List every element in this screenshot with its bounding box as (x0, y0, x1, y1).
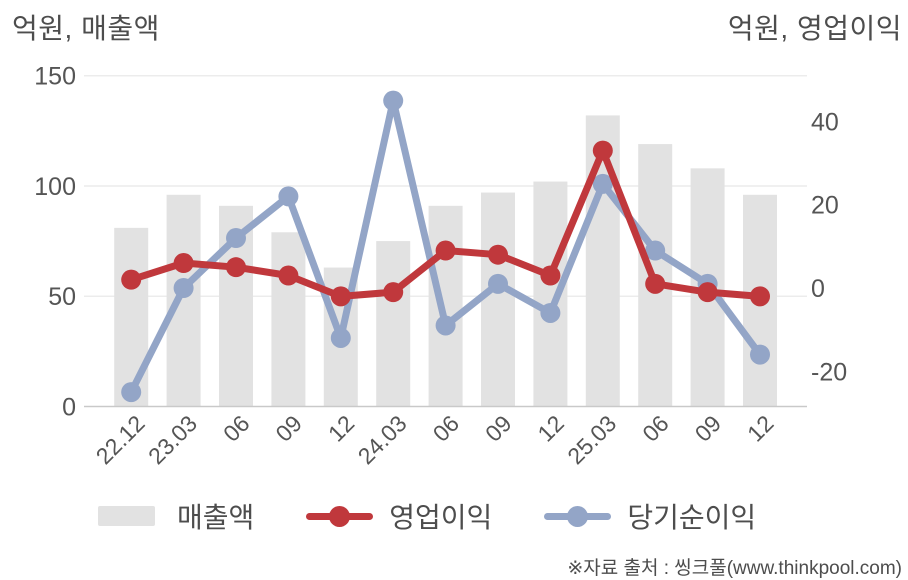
x-axis-label: 06 (637, 410, 673, 446)
net-profit-marker (750, 344, 770, 365)
net-profit-marker (173, 278, 194, 298)
revenue-bar (271, 232, 306, 407)
x-axis-label: 25.03 (562, 410, 621, 469)
left-axis-tick-label: 0 (62, 394, 76, 422)
operating-profit-legend-dot (329, 505, 351, 527)
revenue-bar (166, 194, 201, 407)
legend-label-operating-profit: 영업이익 (389, 502, 493, 533)
operating-profit-marker (330, 286, 351, 307)
left-axis-title: 억원, 매출액 (12, 13, 160, 44)
source-note: ※자료 출처 : 씽크풀(www.thinkpool.com) (567, 558, 902, 579)
operating-profit-marker (750, 286, 770, 307)
net-profit-marker (383, 90, 404, 111)
x-axis-label: 12 (532, 410, 568, 446)
x-axis-label: 09 (480, 410, 516, 446)
x-axis-label: 12 (323, 410, 359, 446)
operating-profit-marker (278, 265, 299, 286)
operating-profit-legend-line-icon (306, 505, 374, 527)
revenue-bar (428, 205, 463, 407)
x-axis-label: 24.03 (353, 410, 412, 469)
left-axis-tick-label: 150 (34, 63, 76, 91)
revenue-bar (585, 115, 620, 407)
net-profit-marker (330, 327, 351, 348)
right-axis-title: 억원, 영업이익 (727, 13, 902, 44)
net-profit-marker (488, 273, 508, 294)
operating-profit-marker (645, 273, 666, 294)
right-axis-tick-label: 20 (811, 192, 839, 220)
net-profit-marker (278, 186, 299, 207)
x-axis-label: 06 (218, 410, 254, 446)
net-profit-marker (645, 240, 666, 261)
legend-item-net-profit: 당기순이익 (544, 496, 756, 536)
left-axis-tick-label: 50 (48, 283, 76, 311)
operating-profit-marker (488, 244, 508, 265)
right-axis-tick-label: 40 (811, 108, 839, 136)
revenue-bar (481, 192, 515, 407)
right-axis-tick-label: 0 (811, 275, 825, 303)
net-profit-legend-dot (567, 505, 589, 527)
operating-profit-marker (226, 257, 246, 278)
operating-profit-marker (435, 240, 456, 261)
operating-profit-marker (592, 140, 613, 161)
legend-item-revenue: 매출액 (98, 496, 254, 536)
operating-profit-marker (540, 265, 561, 286)
net-profit-marker (540, 302, 561, 323)
revenue-bar (533, 181, 568, 407)
net-profit-marker (435, 315, 456, 336)
net-profit-marker (226, 228, 246, 249)
legend-label-net-profit: 당기순이익 (627, 502, 757, 533)
x-axis-label: 23.03 (143, 410, 202, 469)
revenue-bar (376, 241, 411, 407)
legend-label-revenue: 매출액 (177, 502, 255, 533)
revenue-legend-swatch-icon (98, 506, 155, 526)
revenue-bar (114, 227, 149, 407)
net-profit-legend-line-icon (544, 505, 612, 527)
operating-profit-marker (121, 269, 142, 290)
operating-profit-marker (383, 282, 404, 303)
x-axis-label: 22.12 (91, 410, 150, 469)
x-axis-label: 12 (742, 410, 778, 446)
left-axis-tick-label: 100 (34, 173, 76, 201)
net-profit-marker (592, 173, 613, 194)
operating-profit-marker (697, 282, 718, 303)
x-axis-label: 09 (270, 410, 306, 446)
net-profit-marker (121, 382, 142, 403)
legend-item-operating-profit: 영업이익 (306, 496, 492, 536)
x-axis-label: 09 (690, 410, 726, 446)
operating-profit-marker (173, 253, 194, 274)
legend: 매출액 영업이익 당기순이익 (98, 499, 756, 533)
x-axis-label: 06 (428, 410, 464, 446)
right-axis-tick-label: -20 (811, 358, 847, 386)
